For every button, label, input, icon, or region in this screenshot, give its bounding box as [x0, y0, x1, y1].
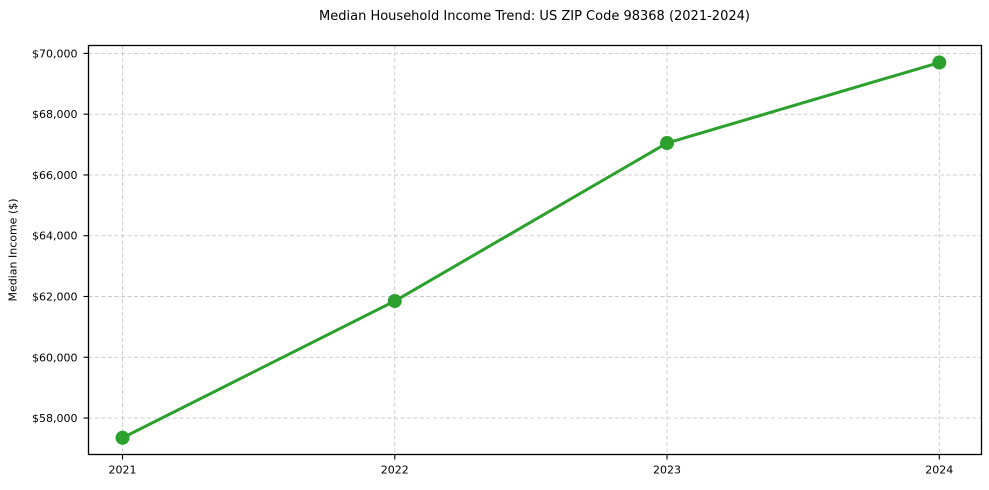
y-tick-label: $60,000: [32, 351, 78, 364]
x-tick-label: 2021: [109, 464, 137, 477]
y-tick-label: $62,000: [32, 290, 78, 303]
trend-line: [121, 61, 941, 440]
y-tick-label: $70,000: [32, 47, 78, 60]
x-tick-label: 2024: [925, 464, 953, 477]
data-point-2023: [660, 136, 675, 151]
chart-title: Median Household Income Trend: US ZIP Co…: [319, 9, 750, 24]
y-tick-label: $68,000: [32, 108, 78, 121]
y-tick-label: $66,000: [32, 169, 78, 182]
data-point-2021: [115, 430, 130, 445]
x-tick-label: 2023: [653, 464, 681, 477]
data-point-2024: [932, 55, 947, 70]
plot-frame: [87, 44, 983, 456]
data-point-2022: [387, 294, 402, 309]
x-tick-label: 2022: [381, 464, 409, 477]
y-tick-label: $64,000: [32, 230, 78, 243]
y-tick-label: $58,000: [32, 412, 78, 425]
